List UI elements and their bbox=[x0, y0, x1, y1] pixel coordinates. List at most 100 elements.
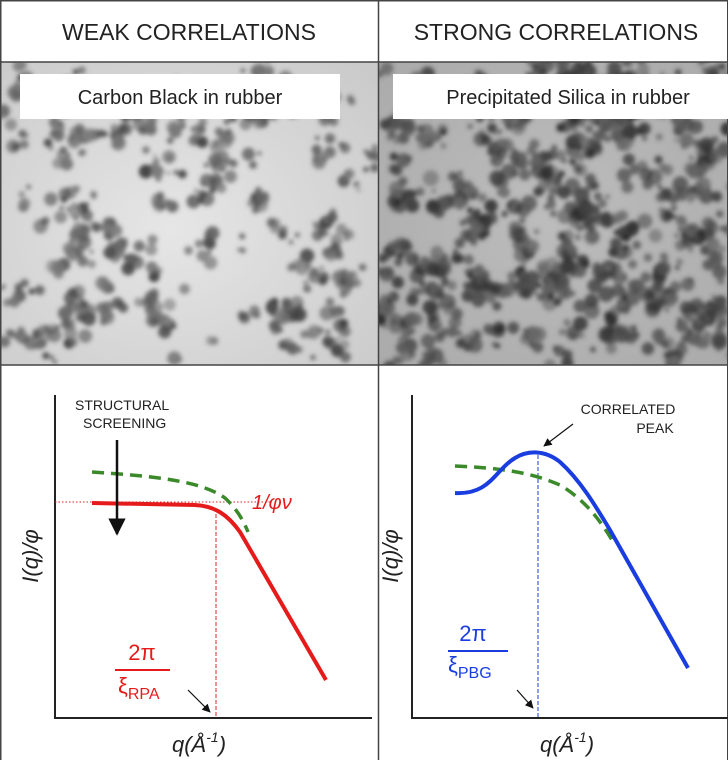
particle bbox=[223, 170, 237, 183]
particle bbox=[65, 206, 72, 212]
particle bbox=[324, 133, 336, 144]
particle bbox=[23, 336, 38, 350]
particle bbox=[539, 166, 554, 181]
dashed-curve bbox=[91, 470, 250, 533]
annotation: PEAK bbox=[636, 420, 674, 436]
particle bbox=[492, 141, 498, 147]
particle bbox=[91, 194, 97, 200]
particle bbox=[102, 217, 112, 226]
particle bbox=[167, 351, 182, 365]
particle bbox=[695, 318, 702, 325]
particle bbox=[641, 135, 648, 141]
particle bbox=[138, 164, 153, 179]
particle bbox=[720, 122, 728, 136]
particle bbox=[166, 200, 179, 213]
particle bbox=[717, 277, 725, 285]
particle bbox=[598, 327, 614, 343]
particle bbox=[166, 137, 174, 145]
particle bbox=[396, 153, 411, 168]
particle bbox=[81, 311, 96, 326]
particle bbox=[244, 152, 252, 160]
particle bbox=[68, 237, 80, 249]
particle bbox=[510, 169, 519, 177]
particle bbox=[438, 299, 448, 309]
particle bbox=[52, 157, 64, 169]
numerator: 2π bbox=[459, 621, 486, 646]
particle bbox=[307, 324, 322, 339]
particle bbox=[473, 331, 481, 339]
particle bbox=[637, 213, 653, 229]
particle bbox=[25, 184, 32, 190]
particle bbox=[325, 250, 337, 262]
header: STRONG CORRELATIONS bbox=[414, 19, 699, 45]
particle bbox=[572, 263, 587, 278]
particle bbox=[177, 169, 187, 179]
particle bbox=[565, 325, 581, 341]
particle bbox=[466, 272, 473, 279]
particle bbox=[205, 226, 220, 241]
particle bbox=[454, 250, 459, 256]
particle bbox=[621, 305, 631, 315]
particle bbox=[651, 279, 665, 292]
particle bbox=[330, 233, 343, 246]
particle bbox=[205, 335, 216, 346]
particle bbox=[14, 283, 23, 292]
x-label: q(Å-1) bbox=[172, 729, 226, 757]
particle bbox=[59, 205, 64, 211]
particle bbox=[632, 298, 639, 306]
particle bbox=[680, 231, 687, 238]
particle bbox=[299, 248, 315, 264]
particle bbox=[643, 289, 655, 301]
particle bbox=[611, 212, 624, 225]
particle bbox=[76, 250, 81, 255]
particle bbox=[585, 65, 595, 74]
particle bbox=[268, 302, 276, 310]
particle bbox=[314, 135, 320, 141]
particle bbox=[591, 268, 601, 278]
axes bbox=[54, 395, 372, 719]
particle bbox=[300, 330, 309, 339]
x-label-base: q(Å bbox=[172, 732, 206, 757]
particle bbox=[578, 200, 594, 217]
particle bbox=[209, 186, 217, 194]
particle bbox=[652, 175, 660, 182]
particle bbox=[148, 271, 160, 283]
particle bbox=[72, 215, 79, 221]
particle bbox=[594, 213, 602, 221]
particle bbox=[701, 67, 707, 72]
particle bbox=[663, 256, 669, 262]
particle bbox=[544, 257, 561, 273]
particle bbox=[194, 239, 204, 248]
particle bbox=[198, 117, 208, 127]
particle bbox=[637, 63, 650, 76]
particle bbox=[249, 161, 257, 169]
particle bbox=[295, 346, 303, 354]
particle bbox=[358, 263, 367, 272]
particle bbox=[656, 297, 666, 307]
particle bbox=[611, 283, 625, 298]
particle bbox=[453, 197, 466, 210]
particle bbox=[577, 144, 583, 151]
particle bbox=[546, 199, 556, 210]
particle bbox=[604, 310, 615, 321]
particle bbox=[685, 241, 695, 251]
particle bbox=[546, 292, 555, 301]
particle bbox=[50, 260, 65, 275]
x-label-close: ) bbox=[216, 732, 226, 757]
particle bbox=[379, 70, 384, 78]
particle bbox=[210, 159, 223, 173]
particle bbox=[623, 221, 639, 238]
particle bbox=[518, 151, 528, 160]
particle bbox=[193, 188, 199, 193]
x-label-close: ) bbox=[584, 732, 594, 757]
particle bbox=[415, 289, 422, 296]
particle bbox=[12, 62, 25, 72]
particle bbox=[551, 144, 558, 152]
particle bbox=[344, 171, 350, 177]
particle bbox=[560, 248, 570, 257]
particle bbox=[223, 118, 231, 126]
particle bbox=[661, 340, 669, 348]
particle bbox=[662, 293, 677, 308]
particle bbox=[553, 345, 565, 357]
